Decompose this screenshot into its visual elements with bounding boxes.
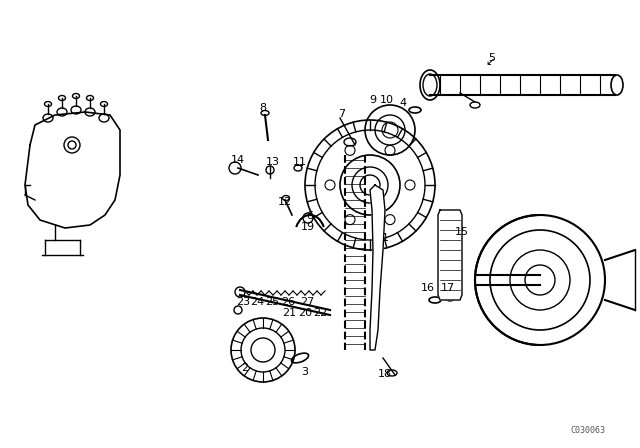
Text: ↙: ↙ — [485, 57, 495, 67]
Text: 1: 1 — [381, 233, 388, 243]
Text: 12: 12 — [278, 197, 292, 207]
Text: 27: 27 — [300, 297, 314, 307]
Text: 14: 14 — [231, 155, 245, 165]
Polygon shape — [370, 185, 385, 350]
Text: 8: 8 — [259, 103, 267, 113]
Text: 9: 9 — [369, 95, 376, 105]
Text: 5: 5 — [488, 53, 495, 63]
Text: 20: 20 — [298, 308, 312, 318]
Text: 10: 10 — [380, 95, 394, 105]
Text: 13: 13 — [266, 157, 280, 167]
Text: 19: 19 — [301, 222, 315, 232]
Text: 4: 4 — [399, 98, 406, 108]
Text: 18: 18 — [378, 369, 392, 379]
Text: 6: 6 — [307, 211, 314, 221]
Text: 7: 7 — [339, 109, 346, 119]
Text: C030063: C030063 — [570, 426, 605, 435]
Polygon shape — [25, 112, 120, 228]
Text: 26: 26 — [281, 297, 295, 307]
Text: 23: 23 — [236, 297, 250, 307]
Text: 11: 11 — [293, 157, 307, 167]
Text: 2: 2 — [241, 363, 248, 373]
Text: 17: 17 — [441, 283, 455, 293]
Text: 16: 16 — [421, 283, 435, 293]
Polygon shape — [438, 210, 462, 300]
Text: 15: 15 — [455, 227, 469, 237]
Text: 22: 22 — [313, 308, 327, 318]
Text: 24: 24 — [250, 297, 264, 307]
Text: 21: 21 — [282, 308, 296, 318]
Text: 25: 25 — [265, 297, 279, 307]
Text: 3: 3 — [301, 367, 308, 377]
